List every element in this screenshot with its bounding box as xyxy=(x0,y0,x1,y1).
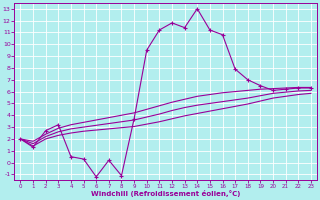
X-axis label: Windchill (Refroidissement éolien,°C): Windchill (Refroidissement éolien,°C) xyxy=(91,190,240,197)
